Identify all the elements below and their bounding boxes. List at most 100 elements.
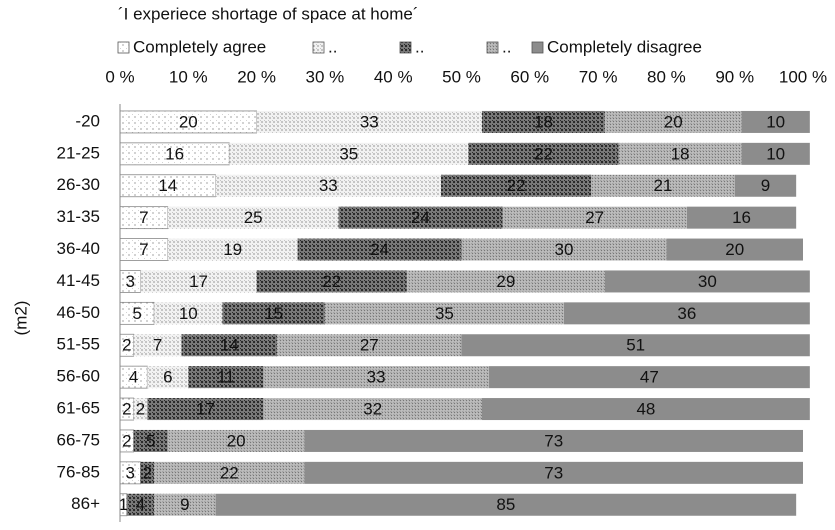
bar-segment [324,302,564,325]
legend-swatch [312,41,325,54]
bar-segment [441,174,592,197]
data-label: 2 [122,336,131,355]
data-label: 30 [554,240,573,259]
bar-segment [126,493,155,516]
data-label: 4 [129,368,138,387]
bar-segment [591,174,735,197]
data-label: 14 [158,176,177,195]
data-label: 73 [544,431,563,450]
x-tick-label: 50 % [442,67,481,86]
bar-segment [741,142,810,165]
data-label: 33 [367,368,386,387]
data-label: 73 [544,463,563,482]
data-label: 3 [126,463,135,482]
bar-segment [461,334,810,357]
bar-segment [263,366,489,389]
data-label: 3 [126,272,135,291]
data-label: 7 [139,208,148,227]
data-label: 5 [132,304,141,323]
y-tick-label: 76-85 [57,462,100,481]
bar-segment [461,238,667,261]
data-label: 27 [585,208,604,227]
legend-swatch [117,41,130,54]
data-label: 20 [664,112,683,131]
bar-segment [604,110,742,133]
bar-segment [215,174,442,197]
data-label: 6 [163,368,172,387]
y-tick-label: 56-60 [57,367,100,386]
bar-segment [618,142,742,165]
data-label: 22 [534,144,553,163]
data-label: 17 [189,272,208,291]
bar-segment [304,429,803,452]
y-tick-label: 61-65 [57,399,100,418]
bar-segment [181,334,278,357]
bar-segment [140,270,257,293]
legend-label: Completely agree [133,37,266,56]
data-label: 22 [507,176,526,195]
data-label: 35 [339,144,358,163]
data-label: 16 [732,208,751,227]
data-label: 32 [363,400,382,419]
data-label: 7 [139,240,148,259]
data-label: 10 [766,144,785,163]
data-label: 7 [153,336,162,355]
bar-segment [563,302,810,325]
bar-segment [488,366,810,389]
y-tick-label: 31-35 [57,207,100,226]
bar-segment [297,238,462,261]
y-tick-label: 46-50 [57,303,100,322]
bar-segment [263,398,482,421]
data-label: 10 [766,112,785,131]
data-label: 2 [122,400,131,419]
x-tick-label: 70 % [579,67,618,86]
x-tick-label: 10 % [169,67,208,86]
x-tick-label: 0 % [105,67,134,86]
data-label: 4 [136,495,145,514]
legend-swatch [399,41,412,54]
data-label: 18 [534,112,553,131]
bar-segment [133,429,168,452]
bar-segment [481,398,810,421]
data-label: 15 [264,304,283,323]
bar-segment [304,461,803,484]
x-tick-label: 80 % [647,67,686,86]
bar-segment [741,110,810,133]
bar-segment [686,206,797,229]
bar-segment [147,366,189,389]
data-label: 33 [360,112,379,131]
legend-swatch [486,41,499,54]
bar-segment [167,429,305,452]
data-label: 18 [671,144,690,163]
y-tick-label: 51-55 [57,335,100,354]
y-tick-label: 21-25 [57,143,100,162]
data-label: 10 [179,304,198,323]
data-label: 17 [196,400,215,419]
data-label: 20 [179,112,198,131]
data-label: 19 [223,240,242,259]
bar-segment [188,366,264,389]
bar-segment [734,174,797,197]
data-label: 22 [220,463,239,482]
x-tick-label: 30 % [306,67,345,86]
chart-title: ´I experiece shortage of space at home´ [118,4,419,23]
bar-segment [154,461,305,484]
data-label: 21 [654,176,673,195]
y-tick-label: -20 [75,111,100,130]
legend-label: .. [502,37,511,56]
data-label: 2 [122,431,131,450]
bar-segment [338,206,503,229]
y-tick-label: 26-30 [57,175,100,194]
data-label: 24 [370,240,389,259]
bar-segment [468,142,619,165]
bar-segment [256,270,407,293]
data-label: 33 [319,176,338,195]
data-label: 2 [143,463,152,482]
data-label: 20 [227,431,246,450]
y-tick-label: 86+ [71,494,100,513]
bar-segment [666,238,803,261]
bar-segment [222,302,325,325]
data-label: 29 [496,272,515,291]
data-label: 51 [626,336,645,355]
